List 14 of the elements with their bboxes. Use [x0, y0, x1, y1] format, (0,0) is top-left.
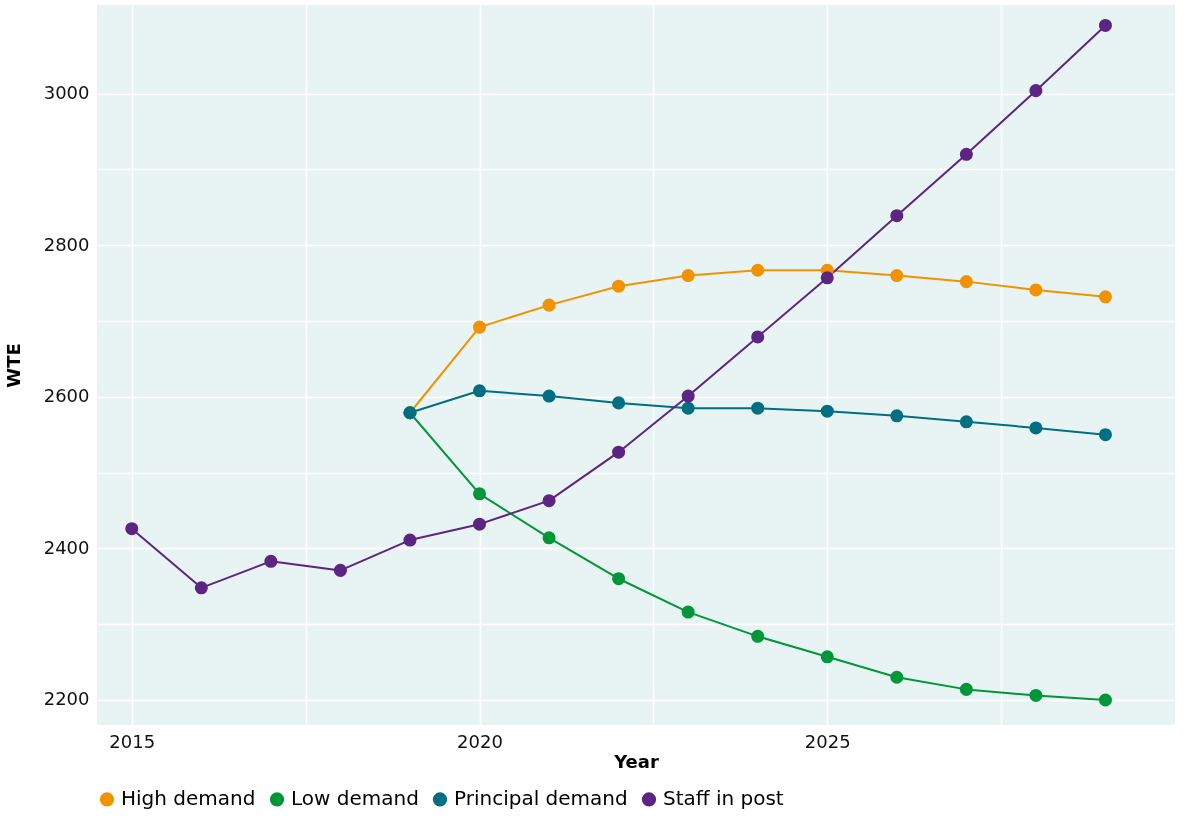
legend-label: Principal demand: [454, 786, 628, 811]
y-axis-title: WTE: [2, 343, 24, 388]
legend-label: Staff in post: [663, 786, 784, 811]
legend-label: High demand: [121, 786, 256, 811]
x-tick-label: 2015: [109, 730, 156, 752]
x-tick-label: 2020: [457, 730, 503, 752]
legend-label: Low demand: [291, 786, 419, 811]
y-tick-label: 2200: [43, 688, 90, 710]
x-axis-title: Year: [613, 750, 659, 772]
y-tick-label: 3000: [43, 82, 90, 104]
y-tick-label: 2400: [43, 536, 90, 558]
y-tick-label: 2600: [43, 385, 90, 407]
y-tick-label: 2800: [43, 233, 90, 255]
x-tick-label: 2025: [804, 730, 851, 752]
